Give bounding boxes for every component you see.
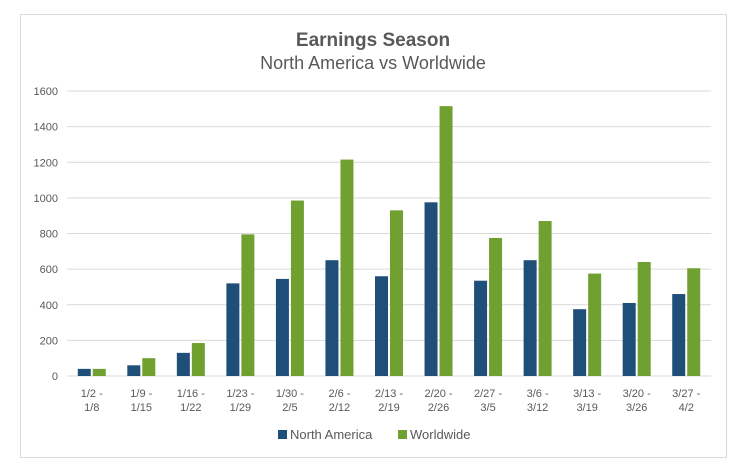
bar-north-america — [275, 278, 289, 376]
bar-north-america — [325, 260, 339, 376]
x-tick-label: 1/2 - — [81, 388, 103, 400]
bar-worldwide — [538, 221, 552, 376]
y-tick-label: 1200 — [34, 157, 58, 169]
y-tick-label: 0 — [52, 371, 58, 383]
x-tick-label: 1/16 - — [177, 388, 205, 400]
gridlines — [67, 90, 711, 377]
x-tick-label: 1/29 — [230, 402, 251, 414]
bar-north-america — [226, 283, 240, 376]
y-tick-label: 1600 — [34, 86, 58, 98]
bar-north-america — [176, 352, 190, 376]
y-tick-label: 600 — [40, 264, 58, 276]
x-tick-label: 3/20 - — [623, 388, 651, 400]
bar-north-america — [127, 365, 141, 376]
chart-title: Earnings Season — [296, 30, 450, 51]
y-tick-label: 1000 — [34, 193, 58, 205]
x-tick-label: 3/12 — [527, 402, 548, 414]
bar-north-america — [424, 202, 438, 376]
x-tick-label: 4/2 — [679, 402, 694, 414]
x-tick-label: 1/22 — [180, 402, 201, 414]
bar-worldwide — [687, 268, 701, 376]
y-axis-ticks: 0 200 400 600 800 1000 1200 1400 1600 — [34, 86, 58, 383]
x-tick-label: 1/15 — [131, 402, 152, 414]
legend-label: North America — [290, 427, 373, 442]
x-tick-label: 3/5 — [480, 402, 495, 414]
legend-swatch-north-america — [278, 430, 287, 439]
bar-worldwide — [290, 200, 304, 376]
bar-worldwide — [241, 234, 255, 376]
y-tick-label: 200 — [40, 335, 58, 347]
bar-chart: Earnings Season North America vs Worldwi… — [34, 30, 711, 442]
bar-worldwide — [92, 368, 106, 376]
x-axis-ticks: 1/2 - 1/8 1/9 - 1/15 1/16 - 1/22 1/23 - 1/29 1/3… — [81, 388, 701, 414]
bar-north-america — [77, 368, 91, 376]
legend-label: Worldwide — [410, 427, 470, 442]
chart-frame: Earnings Season North America vs Worldwi… — [20, 14, 727, 458]
y-tick-label: 800 — [40, 229, 58, 241]
chart-subtitle: North America vs Worldwide — [260, 53, 486, 73]
bar-worldwide — [439, 106, 453, 376]
x-tick-label: 2/26 — [428, 402, 449, 414]
x-tick-label: 2/19 — [378, 402, 399, 414]
bar-north-america — [672, 294, 686, 376]
x-tick-label: 2/12 — [329, 402, 350, 414]
bar-north-america — [375, 276, 388, 376]
x-tick-label: 3/27 - — [672, 388, 700, 400]
bar-worldwide — [637, 262, 651, 376]
bar-north-america — [474, 280, 488, 376]
x-tick-label: 1/30 - — [276, 388, 304, 400]
bar-worldwide — [489, 237, 503, 376]
legend-swatch-worldwide — [398, 430, 407, 439]
bar-worldwide — [588, 273, 602, 376]
bar-north-america — [523, 260, 537, 376]
x-tick-label: 1/9 - — [130, 388, 152, 400]
bar-worldwide — [340, 159, 354, 376]
y-tick-label: 1400 — [34, 122, 58, 134]
x-tick-label: 1/23 - — [226, 388, 254, 400]
x-tick-label: 2/27 - — [474, 388, 502, 400]
x-tick-label: 2/13 - — [375, 388, 403, 400]
x-tick-label: 3/26 — [626, 402, 647, 414]
bars — [77, 106, 701, 376]
x-tick-label: 2/5 — [282, 402, 297, 414]
legend: North America Worldwide — [278, 427, 470, 442]
x-tick-label: 3/13 - — [573, 388, 601, 400]
x-tick-label: 3/19 — [576, 402, 597, 414]
bar-worldwide — [142, 358, 156, 376]
bar-worldwide — [390, 210, 403, 376]
x-tick-label: 1/8 — [84, 402, 99, 414]
bar-north-america — [622, 302, 636, 376]
bar-worldwide — [191, 343, 205, 376]
x-tick-label: 3/6 - — [527, 388, 549, 400]
x-tick-label: 2/6 - — [328, 388, 350, 400]
y-tick-label: 400 — [40, 300, 58, 312]
bar-north-america — [573, 309, 587, 376]
x-tick-label: 2/20 - — [424, 388, 452, 400]
